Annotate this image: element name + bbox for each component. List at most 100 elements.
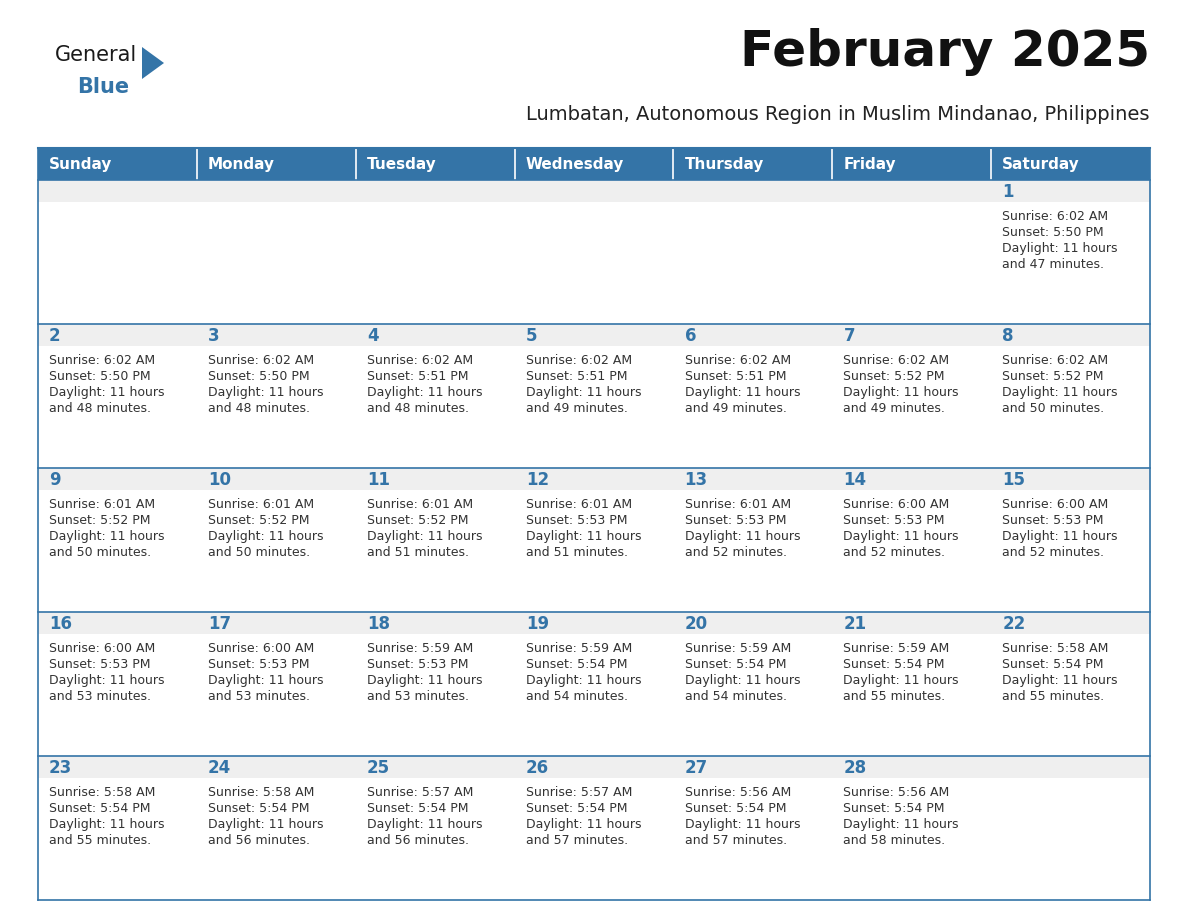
Text: 7: 7	[843, 327, 855, 345]
Text: Sunrise: 6:01 AM: Sunrise: 6:01 AM	[684, 498, 791, 511]
Text: and 49 minutes.: and 49 minutes.	[526, 402, 627, 415]
Text: Sunset: 5:52 PM: Sunset: 5:52 PM	[1003, 370, 1104, 383]
Text: Sunrise: 6:00 AM: Sunrise: 6:00 AM	[49, 642, 156, 655]
Text: Daylight: 11 hours: Daylight: 11 hours	[684, 674, 800, 687]
Text: and 56 minutes.: and 56 minutes.	[208, 834, 310, 847]
Bar	[833, 148, 991, 180]
Text: Sunrise: 5:58 AM: Sunrise: 5:58 AM	[208, 786, 315, 799]
Text: Daylight: 11 hours: Daylight: 11 hours	[1003, 530, 1118, 543]
Text: and 49 minutes.: and 49 minutes.	[684, 402, 786, 415]
Text: General: General	[55, 45, 138, 65]
Text: and 52 minutes.: and 52 minutes.	[1003, 546, 1105, 559]
Text: and 58 minutes.: and 58 minutes.	[843, 834, 946, 847]
Bar	[514, 148, 674, 180]
Text: Sunrise: 5:58 AM: Sunrise: 5:58 AM	[1003, 642, 1108, 655]
Text: Sunset: 5:52 PM: Sunset: 5:52 PM	[367, 514, 468, 527]
Text: and 50 minutes.: and 50 minutes.	[208, 546, 310, 559]
Text: Sunset: 5:54 PM: Sunset: 5:54 PM	[526, 658, 627, 671]
Text: 28: 28	[843, 759, 866, 777]
Text: Friday: Friday	[843, 156, 896, 172]
Text: Sunset: 5:54 PM: Sunset: 5:54 PM	[49, 802, 151, 815]
Text: Sunset: 5:53 PM: Sunset: 5:53 PM	[843, 514, 944, 527]
Text: Monday: Monday	[208, 156, 274, 172]
Text: Daylight: 11 hours: Daylight: 11 hours	[208, 386, 323, 399]
Text: 3: 3	[208, 327, 220, 345]
Text: and 53 minutes.: and 53 minutes.	[367, 690, 469, 703]
Text: Daylight: 11 hours: Daylight: 11 hours	[208, 818, 323, 831]
Text: Sunset: 5:50 PM: Sunset: 5:50 PM	[1003, 226, 1104, 239]
Text: Sunrise: 6:01 AM: Sunrise: 6:01 AM	[49, 498, 156, 511]
Text: and 48 minutes.: and 48 minutes.	[49, 402, 151, 415]
Text: 13: 13	[684, 471, 708, 489]
Text: Sunrise: 6:02 AM: Sunrise: 6:02 AM	[367, 354, 473, 367]
Text: and 48 minutes.: and 48 minutes.	[208, 402, 310, 415]
Text: 9: 9	[49, 471, 61, 489]
Text: 4: 4	[367, 327, 379, 345]
Text: 15: 15	[1003, 471, 1025, 489]
Text: Daylight: 11 hours: Daylight: 11 hours	[526, 818, 642, 831]
Bar	[991, 148, 1150, 180]
Text: 25: 25	[367, 759, 390, 777]
Text: Sunrise: 6:01 AM: Sunrise: 6:01 AM	[208, 498, 314, 511]
Text: and 57 minutes.: and 57 minutes.	[526, 834, 627, 847]
Text: and 50 minutes.: and 50 minutes.	[1003, 402, 1105, 415]
Text: Sunrise: 6:02 AM: Sunrise: 6:02 AM	[1003, 354, 1108, 367]
Text: and 55 minutes.: and 55 minutes.	[49, 834, 151, 847]
Text: Daylight: 11 hours: Daylight: 11 hours	[1003, 386, 1118, 399]
Bar	[38, 778, 1150, 900]
Text: Daylight: 11 hours: Daylight: 11 hours	[526, 530, 642, 543]
Text: Sunrise: 5:59 AM: Sunrise: 5:59 AM	[526, 642, 632, 655]
Bar	[38, 490, 1150, 612]
Text: and 51 minutes.: and 51 minutes.	[367, 546, 469, 559]
Text: Sunrise: 6:00 AM: Sunrise: 6:00 AM	[208, 642, 315, 655]
Text: Sunset: 5:51 PM: Sunset: 5:51 PM	[684, 370, 786, 383]
Text: 1: 1	[1003, 183, 1013, 201]
Text: 2: 2	[49, 327, 61, 345]
Bar	[38, 634, 1150, 756]
Text: and 55 minutes.: and 55 minutes.	[1003, 690, 1105, 703]
Text: Sunset: 5:54 PM: Sunset: 5:54 PM	[843, 658, 944, 671]
Bar	[38, 148, 197, 180]
Text: Sunrise: 6:00 AM: Sunrise: 6:00 AM	[1003, 498, 1108, 511]
Text: Sunset: 5:54 PM: Sunset: 5:54 PM	[367, 802, 468, 815]
Text: Sunset: 5:53 PM: Sunset: 5:53 PM	[49, 658, 151, 671]
Text: Daylight: 11 hours: Daylight: 11 hours	[49, 818, 165, 831]
Text: Sunset: 5:53 PM: Sunset: 5:53 PM	[1003, 514, 1104, 527]
Bar	[674, 148, 833, 180]
Text: Daylight: 11 hours: Daylight: 11 hours	[684, 530, 800, 543]
Text: Sunset: 5:51 PM: Sunset: 5:51 PM	[526, 370, 627, 383]
Text: 12: 12	[526, 471, 549, 489]
Text: Daylight: 11 hours: Daylight: 11 hours	[208, 674, 323, 687]
Text: Daylight: 11 hours: Daylight: 11 hours	[526, 674, 642, 687]
Text: Sunrise: 6:02 AM: Sunrise: 6:02 AM	[843, 354, 949, 367]
Text: Wednesday: Wednesday	[526, 156, 624, 172]
Text: 6: 6	[684, 327, 696, 345]
Bar	[38, 756, 1150, 778]
Text: Sunset: 5:53 PM: Sunset: 5:53 PM	[367, 658, 468, 671]
Text: Sunrise: 6:02 AM: Sunrise: 6:02 AM	[1003, 210, 1108, 223]
Text: Daylight: 11 hours: Daylight: 11 hours	[843, 530, 959, 543]
Text: Daylight: 11 hours: Daylight: 11 hours	[526, 386, 642, 399]
Text: 20: 20	[684, 615, 708, 633]
Bar	[38, 468, 1150, 490]
Text: Sunrise: 5:59 AM: Sunrise: 5:59 AM	[367, 642, 473, 655]
Text: 8: 8	[1003, 327, 1013, 345]
Text: Daylight: 11 hours: Daylight: 11 hours	[367, 530, 482, 543]
Text: and 54 minutes.: and 54 minutes.	[526, 690, 627, 703]
Text: Sunrise: 5:57 AM: Sunrise: 5:57 AM	[367, 786, 473, 799]
Text: Sunset: 5:52 PM: Sunset: 5:52 PM	[208, 514, 310, 527]
Text: and 52 minutes.: and 52 minutes.	[843, 546, 946, 559]
Text: 27: 27	[684, 759, 708, 777]
Polygon shape	[143, 47, 164, 79]
Text: and 52 minutes.: and 52 minutes.	[684, 546, 786, 559]
Text: 17: 17	[208, 615, 232, 633]
Text: Sunset: 5:53 PM: Sunset: 5:53 PM	[208, 658, 310, 671]
Text: Daylight: 11 hours: Daylight: 11 hours	[208, 530, 323, 543]
Text: Sunrise: 6:02 AM: Sunrise: 6:02 AM	[684, 354, 791, 367]
Text: and 48 minutes.: and 48 minutes.	[367, 402, 469, 415]
Text: and 57 minutes.: and 57 minutes.	[684, 834, 786, 847]
Text: and 51 minutes.: and 51 minutes.	[526, 546, 627, 559]
Text: Sunrise: 5:59 AM: Sunrise: 5:59 AM	[684, 642, 791, 655]
Text: Sunset: 5:50 PM: Sunset: 5:50 PM	[49, 370, 151, 383]
Text: Sunrise: 6:00 AM: Sunrise: 6:00 AM	[843, 498, 949, 511]
